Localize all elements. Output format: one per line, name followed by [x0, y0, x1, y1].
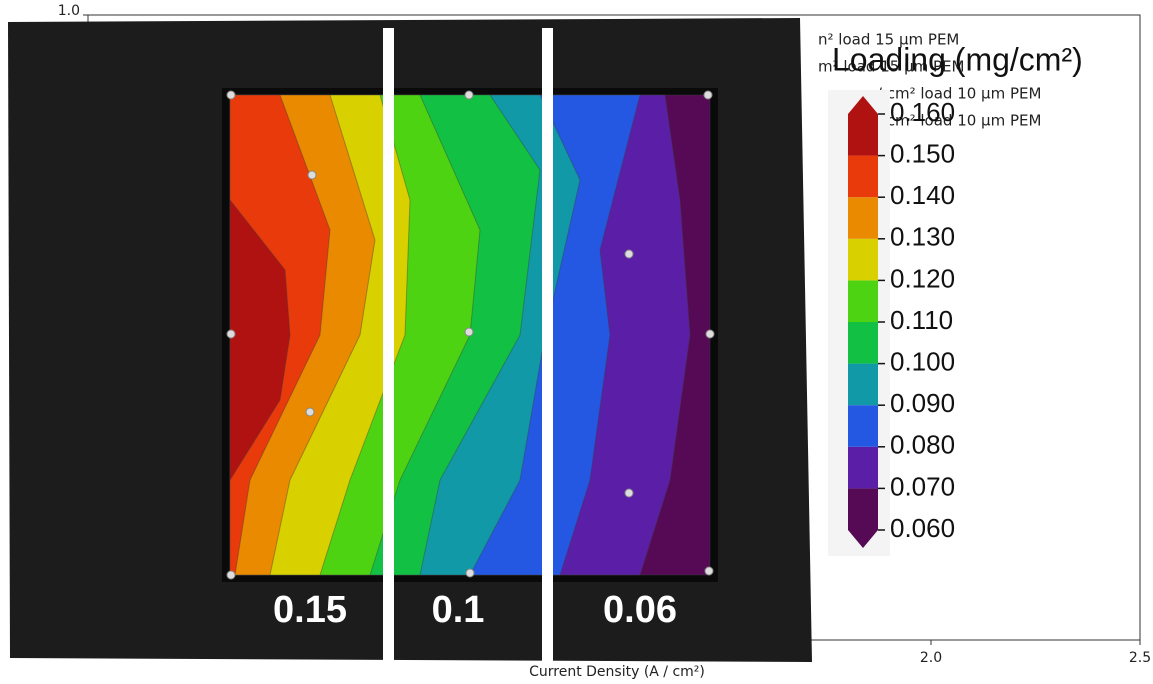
- region-label: 0.06: [603, 589, 677, 631]
- colorbar-band: [848, 280, 878, 322]
- colorbar-band: [848, 156, 878, 198]
- divider: [542, 28, 553, 665]
- colorbar-band: [848, 322, 878, 364]
- colorbar-title: Loading (mg/cm²): [832, 41, 1083, 77]
- colorbar-tick-label: 0.110: [890, 305, 953, 335]
- colorbar-tick-label: 0.070: [890, 471, 955, 501]
- divider: [383, 28, 394, 665]
- colorbar-tick-label: 0.130: [890, 222, 955, 252]
- x-tick-label: 2.5: [1129, 650, 1151, 666]
- colorbar-band: [848, 488, 878, 530]
- colorbar-tick-label: 0.120: [890, 263, 955, 293]
- x-axis-label: Current Density (A / cm²): [529, 664, 705, 680]
- colorbar-band: [848, 364, 878, 406]
- colorbar-band: [848, 405, 878, 447]
- colorbar-band: [848, 239, 878, 281]
- colorbar-band: [848, 114, 878, 156]
- colorbar-tick-label: 0.100: [890, 346, 955, 376]
- colorbar: 0.060 0.070 0.080 0.090 0.100 0.110 0.120 0.130…: [848, 96, 955, 548]
- colorbar-band: [848, 197, 878, 239]
- colorbar-tick-label: 0.090: [890, 388, 955, 418]
- colorbar-band: [848, 447, 878, 489]
- colorbar-tick-label: 0.140: [890, 180, 955, 210]
- x-tick-label: 2.0: [920, 650, 942, 666]
- y-tick-label: 1.0: [58, 3, 80, 19]
- colorbar-tick-label: 0.150: [890, 138, 955, 168]
- colorbar-tick-label: 0.080: [890, 430, 955, 460]
- figure: 2.02.51.0Current Density (A / cm²)n² loa…: [0, 0, 1153, 684]
- region-label: 0.1: [432, 589, 485, 631]
- region-label: 0.15: [273, 589, 347, 631]
- colorbar-tick-label: 0.160: [890, 97, 955, 127]
- colorbar-tick-label: 0.060: [890, 513, 955, 543]
